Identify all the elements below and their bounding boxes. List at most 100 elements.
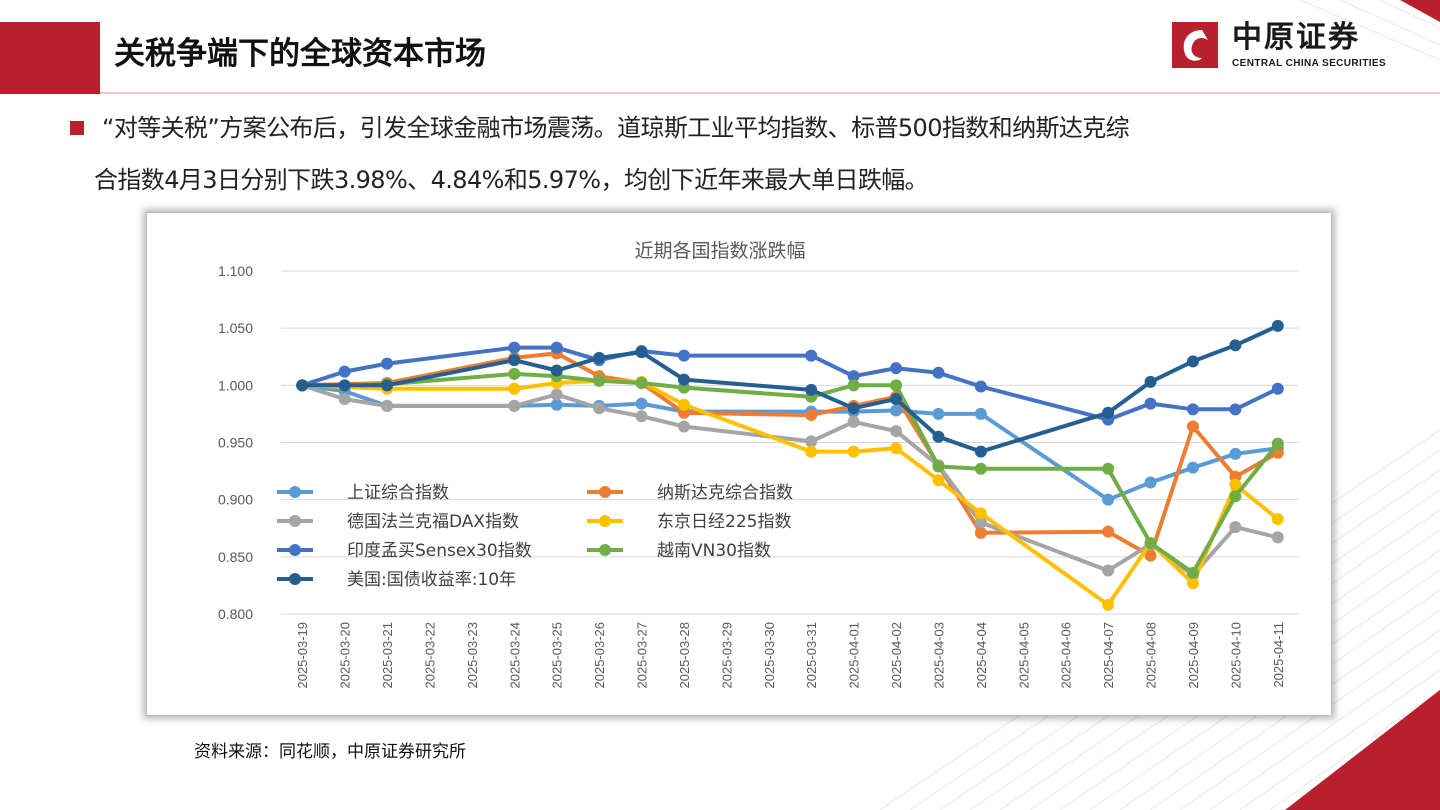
legend-label: 美国:国债收益率:10年 — [347, 570, 516, 590]
data-point-series-4 — [381, 357, 394, 370]
y-tick-label: 1.050 — [218, 320, 253, 336]
data-point-series-0 — [1102, 493, 1115, 506]
data-point-series-6 — [932, 430, 945, 443]
brand-name-en: CENTRAL CHINA SECURITIES — [1232, 58, 1387, 69]
data-point-series-3 — [1102, 598, 1115, 611]
data-point-series-6 — [508, 354, 521, 367]
data-point-series-6 — [805, 383, 818, 396]
legend-label: 德国法兰克福DAX指数 — [347, 512, 519, 532]
data-point-series-5 — [890, 379, 903, 392]
data-point-series-2 — [593, 402, 606, 415]
data-point-series-6 — [1144, 375, 1157, 388]
data-point-series-0 — [890, 404, 903, 417]
x-tick-label: 2025-03-29 — [719, 622, 734, 689]
x-tick-label: 2025-04-08 — [1144, 622, 1159, 689]
data-point-series-2 — [805, 435, 818, 448]
data-point-series-4 — [1186, 403, 1199, 416]
y-tick-label: 1.000 — [218, 377, 253, 393]
data-point-series-5 — [847, 379, 860, 392]
x-tick-label: 2025-03-30 — [762, 622, 777, 689]
x-tick-label: 2025-03-20 — [338, 622, 353, 689]
x-tick-label: 2025-04-05 — [1016, 622, 1031, 689]
data-point-series-6 — [847, 402, 860, 415]
x-tick-label: 2025-03-31 — [804, 622, 819, 689]
data-point-series-4 — [1144, 397, 1157, 410]
x-tick-label: 2025-04-10 — [1228, 622, 1243, 689]
data-point-series-2 — [974, 516, 987, 529]
brand-logo-mark — [1172, 22, 1218, 68]
x-tick-label: 2025-03-26 — [592, 622, 607, 689]
y-tick-label: 0.800 — [218, 606, 253, 622]
data-point-series-2 — [847, 415, 860, 428]
data-point-series-0 — [1186, 461, 1199, 474]
data-point-series-2 — [508, 399, 521, 412]
x-tick-label: 2025-03-23 — [465, 622, 480, 689]
legend-swatch-marker — [289, 573, 301, 585]
y-tick-label: 0.850 — [218, 549, 253, 565]
x-tick-label: 2025-03-28 — [677, 622, 692, 689]
data-point-series-2 — [677, 420, 690, 433]
data-point-series-3 — [1186, 577, 1199, 590]
x-tick-label: 2025-04-11 — [1271, 622, 1286, 688]
data-point-series-0 — [974, 407, 987, 420]
data-point-series-6 — [550, 364, 563, 377]
data-point-series-6 — [1102, 406, 1115, 419]
brand-name-cn: 中原证券 — [1232, 20, 1360, 55]
x-tick-label: 2025-04-03 — [931, 622, 946, 689]
legend-label: 印度孟买Sensex30指数 — [347, 541, 532, 561]
data-point-series-1 — [974, 526, 987, 539]
data-point-series-2 — [1229, 521, 1242, 534]
line-chart: 近期各国指数涨跌幅 1.100 1.050 1.000 0.950 0.900 0.850 0… — [218, 240, 1299, 689]
data-point-series-4 — [847, 370, 860, 383]
data-point-series-5 — [635, 377, 648, 390]
data-point-series-6 — [338, 379, 351, 392]
legend-swatch-marker — [289, 515, 301, 527]
x-tick-label: 2025-03-19 — [295, 622, 310, 689]
y-tick-label: 0.900 — [218, 492, 253, 508]
data-point-series-5 — [508, 367, 521, 380]
header-accent — [0, 22, 100, 94]
data-point-series-0 — [635, 397, 648, 410]
bullet-square-icon — [70, 121, 84, 135]
intro-text-line-1: “对等关税”方案公布后，引发全球金融市场震荡。道琼斯工业平均指数、标普500指数… — [102, 114, 1130, 142]
data-point-series-6 — [593, 351, 606, 364]
legend-swatch-marker — [289, 486, 301, 498]
legend-swatch-marker — [599, 515, 611, 527]
data-point-series-0 — [932, 407, 945, 420]
data-point-series-2 — [381, 399, 394, 412]
source-note: 资料来源：同花顺，中原证券研究所 — [194, 742, 466, 762]
data-point-series-5 — [593, 374, 606, 387]
data-point-series-2 — [1271, 531, 1284, 544]
data-point-series-5 — [1186, 566, 1199, 579]
x-tick-label: 2025-03-24 — [507, 622, 522, 689]
x-tick-label: 2025-04-02 — [889, 622, 904, 689]
data-point-series-2 — [1102, 564, 1115, 577]
data-point-series-6 — [381, 379, 394, 392]
x-tick-label: 2025-03-22 — [422, 622, 437, 689]
data-point-series-3 — [890, 442, 903, 455]
data-point-series-4 — [1229, 403, 1242, 416]
legend-swatch-marker — [599, 544, 611, 556]
x-tick-label: 2025-04-01 — [847, 622, 862, 689]
series-line-4 — [300, 345, 1280, 422]
data-point-series-4 — [338, 365, 351, 378]
x-tick-label: 2025-04-06 — [1059, 622, 1074, 689]
data-point-series-3 — [1271, 513, 1284, 526]
data-point-series-6 — [677, 373, 690, 386]
data-point-series-6 — [296, 379, 309, 392]
header-divider — [100, 92, 1440, 94]
data-point-series-4 — [932, 366, 945, 379]
data-point-series-5 — [1144, 537, 1157, 550]
data-point-series-6 — [1271, 319, 1284, 332]
x-tick-label: 2025-03-21 — [380, 622, 395, 689]
data-point-series-2 — [890, 425, 903, 438]
page-title: 关税争端下的全球资本市场 — [114, 36, 486, 72]
data-point-series-3 — [974, 507, 987, 520]
data-point-series-1 — [1144, 549, 1157, 562]
data-point-series-3 — [805, 445, 818, 458]
data-point-series-3 — [932, 474, 945, 487]
y-tick-label: 1.100 — [218, 263, 253, 279]
data-point-series-6 — [635, 346, 648, 359]
